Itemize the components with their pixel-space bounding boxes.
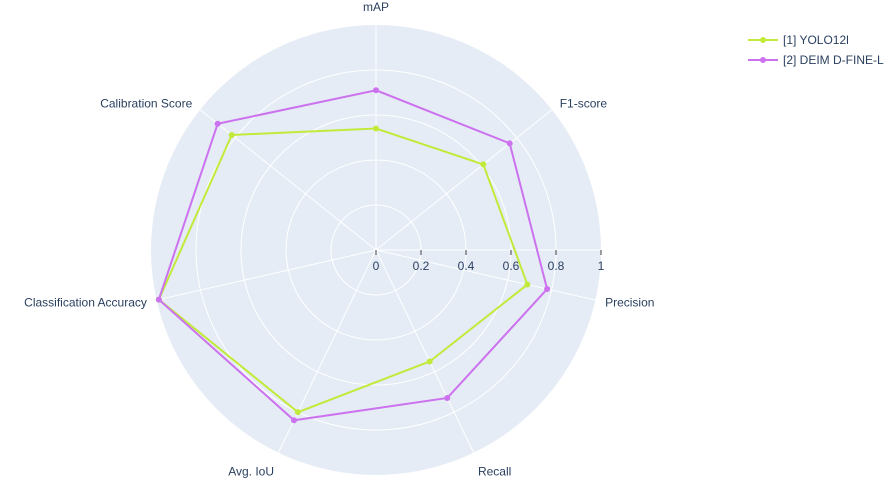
- radial-tick-labels: 0 0.2 0.4 0.6 0.8 1: [373, 250, 605, 273]
- legend[interactable]: [1] YOLO12l [2] DEIM D-FINE-L: [748, 30, 884, 70]
- axis-labels: mAP F1-score Precision Recall Avg. IoU Classi…: [24, 0, 654, 479]
- axis-label: Classification Accuracy: [24, 295, 147, 309]
- axis-label: mAP: [363, 0, 389, 14]
- legend-swatch: [748, 35, 778, 45]
- series-point[interactable]: [544, 286, 551, 293]
- series-point[interactable]: [228, 131, 235, 138]
- series-point[interactable]: [426, 358, 433, 365]
- spoke-line: [156, 249, 377, 301]
- series-line: [157, 89, 549, 422]
- radial-tick-label: 1: [598, 259, 605, 273]
- radial-tick-label: 0.8: [548, 259, 565, 273]
- legend-swatch: [748, 55, 778, 65]
- radial-tick-label: 0.6: [503, 259, 520, 273]
- series-point[interactable]: [155, 296, 162, 303]
- spoke-line: [375, 249, 596, 301]
- axis-label: Avg. IoU: [228, 465, 274, 479]
- axis-label: Calibration Score: [100, 96, 192, 110]
- axis-label: Precision: [605, 295, 654, 309]
- spoke-line: [375, 249, 475, 453]
- series-point[interactable]: [524, 281, 531, 288]
- axis-label: F1-score: [560, 96, 608, 110]
- spoke-line: [375, 109, 553, 251]
- series-point[interactable]: [444, 394, 451, 401]
- series-point[interactable]: [373, 125, 379, 132]
- radial-tick-label: 0: [373, 259, 380, 273]
- series-point[interactable]: [506, 140, 513, 147]
- legend-item[interactable]: [2] DEIM D-FINE-L: [748, 50, 884, 70]
- legend-label: [1] YOLO12l: [783, 33, 849, 47]
- series-point[interactable]: [480, 161, 487, 168]
- series-point[interactable]: [373, 87, 379, 94]
- radial-tick-label: 0.2: [413, 259, 430, 273]
- series-point[interactable]: [290, 417, 297, 424]
- legend-item[interactable]: [1] YOLO12l: [748, 30, 884, 50]
- axis-label: Recall: [478, 465, 511, 479]
- legend-label: [2] DEIM D-FINE-L: [783, 53, 884, 67]
- series-layer: [155, 87, 551, 424]
- series-point[interactable]: [214, 120, 221, 127]
- series-line: [157, 127, 529, 414]
- radial-tick-label: 0.4: [458, 259, 475, 273]
- series-point[interactable]: [294, 409, 301, 416]
